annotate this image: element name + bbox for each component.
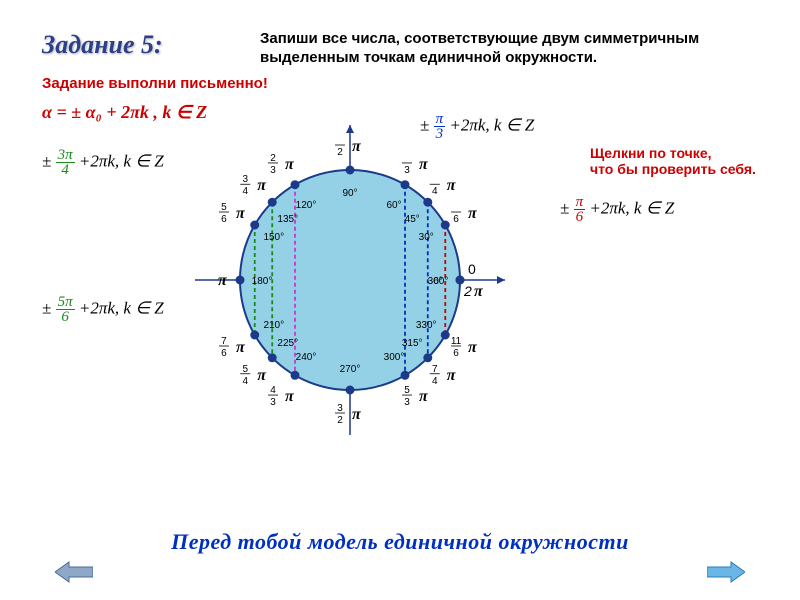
circle-point-45[interactable] <box>423 198 432 207</box>
svg-text:11: 11 <box>451 336 462 347</box>
svg-text:2: 2 <box>463 283 472 299</box>
svg-text:π: π <box>285 156 295 173</box>
svg-text:6: 6 <box>221 214 227 225</box>
svg-text:2: 2 <box>270 153 276 164</box>
circle-point-210[interactable] <box>250 331 259 340</box>
svg-text:225°: 225° <box>277 338 298 349</box>
formula-5pi-6: ± 5π6 +2πk, k ∈ Z <box>42 295 164 325</box>
svg-text:6: 6 <box>453 214 459 225</box>
sub-instruction: Задание выполни письменно! <box>42 75 268 92</box>
svg-text:6: 6 <box>453 348 459 359</box>
svg-text:330°: 330° <box>416 320 437 331</box>
svg-text:2: 2 <box>337 147 343 158</box>
svg-text:3: 3 <box>337 403 343 414</box>
svg-text:45°: 45° <box>405 214 420 225</box>
svg-text:π: π <box>352 138 362 155</box>
svg-text:π: π <box>257 177 267 194</box>
svg-text:315°: 315° <box>402 338 423 349</box>
svg-text:4: 4 <box>432 376 438 387</box>
svg-text:3: 3 <box>404 165 410 176</box>
click-hint-line-1: Щелкни по точке, <box>590 145 712 161</box>
formula-3pi-4: ± 3π4 +2πk, k ∈ Z <box>42 148 164 178</box>
svg-text:4: 4 <box>270 385 276 396</box>
svg-text:4: 4 <box>242 186 248 197</box>
formula-general: α = ± α₀ + 2πk , k ∈ Z <box>42 102 207 123</box>
svg-text:4: 4 <box>242 376 248 387</box>
svg-text:2: 2 <box>337 415 343 426</box>
svg-text:3: 3 <box>270 165 276 176</box>
svg-text:5: 5 <box>221 202 227 213</box>
svg-text:300°: 300° <box>384 352 405 363</box>
svg-text:π: π <box>447 177 457 194</box>
svg-text:90°: 90° <box>342 188 357 199</box>
svg-text:7: 7 <box>432 364 438 375</box>
svg-text:π: π <box>236 339 246 356</box>
svg-text:π: π <box>468 205 478 222</box>
circle-point-240[interactable] <box>291 371 300 380</box>
svg-text:360°: 360° <box>428 276 449 287</box>
circle-point-225[interactable] <box>268 353 277 362</box>
unit-circle-diagram: 0°30°6π45°4π60°3π90°2π120°23π135°34π150°… <box>190 120 510 440</box>
svg-text:π: π <box>352 406 362 423</box>
svg-text:π: π <box>419 156 429 173</box>
svg-text:7: 7 <box>221 336 227 347</box>
circle-point-150[interactable] <box>250 221 259 230</box>
svg-text:120°: 120° <box>296 200 317 211</box>
circle-point-300[interactable] <box>401 371 410 380</box>
svg-text:3: 3 <box>404 397 410 408</box>
svg-text:30°: 30° <box>419 232 434 243</box>
circle-point-120[interactable] <box>291 180 300 189</box>
svg-text:180°: 180° <box>252 276 273 287</box>
task-title: Задание 5: <box>42 30 163 60</box>
circle-point-180[interactable] <box>236 276 245 285</box>
svg-text:0: 0 <box>468 261 476 277</box>
circle-point-90[interactable] <box>346 166 355 175</box>
svg-text:π: π <box>474 283 484 300</box>
svg-text:π: π <box>468 339 478 356</box>
svg-text:5: 5 <box>404 385 410 396</box>
svg-text:π: π <box>218 272 228 289</box>
click-hint-line-2: что бы проверить себя. <box>590 161 756 177</box>
svg-text:150°: 150° <box>263 232 284 243</box>
circle-point-315[interactable] <box>423 353 432 362</box>
click-hint: Щелкни по точке, что бы проверить себя. <box>590 145 760 177</box>
svg-text:240°: 240° <box>296 352 317 363</box>
svg-text:60°: 60° <box>386 200 401 211</box>
circle-point-60[interactable] <box>401 180 410 189</box>
circle-point-135[interactable] <box>268 198 277 207</box>
circle-point-30[interactable] <box>441 221 450 230</box>
instruction-text: Запиши все числа, соответствующие двум с… <box>260 30 720 68</box>
svg-text:3: 3 <box>242 174 248 185</box>
formula-pi-6: ± π6 +2πk, k ∈ Z <box>560 195 674 225</box>
svg-text:135°: 135° <box>277 214 298 225</box>
footer-caption: Перед тобой модель единичной окружности <box>0 529 800 555</box>
svg-text:6: 6 <box>221 348 227 359</box>
svg-text:π: π <box>257 367 267 384</box>
svg-text:π: π <box>236 205 246 222</box>
svg-text:210°: 210° <box>263 320 284 331</box>
svg-text:270°: 270° <box>340 364 361 375</box>
svg-text:3: 3 <box>270 397 276 408</box>
svg-text:π: π <box>419 388 429 405</box>
circle-point-330[interactable] <box>441 331 450 340</box>
prev-button[interactable] <box>55 560 93 584</box>
svg-text:π: π <box>447 367 457 384</box>
circle-point-270[interactable] <box>346 386 355 395</box>
svg-text:4: 4 <box>432 186 438 197</box>
svg-text:5: 5 <box>242 364 248 375</box>
next-button[interactable] <box>707 560 745 584</box>
svg-text:π: π <box>285 388 295 405</box>
